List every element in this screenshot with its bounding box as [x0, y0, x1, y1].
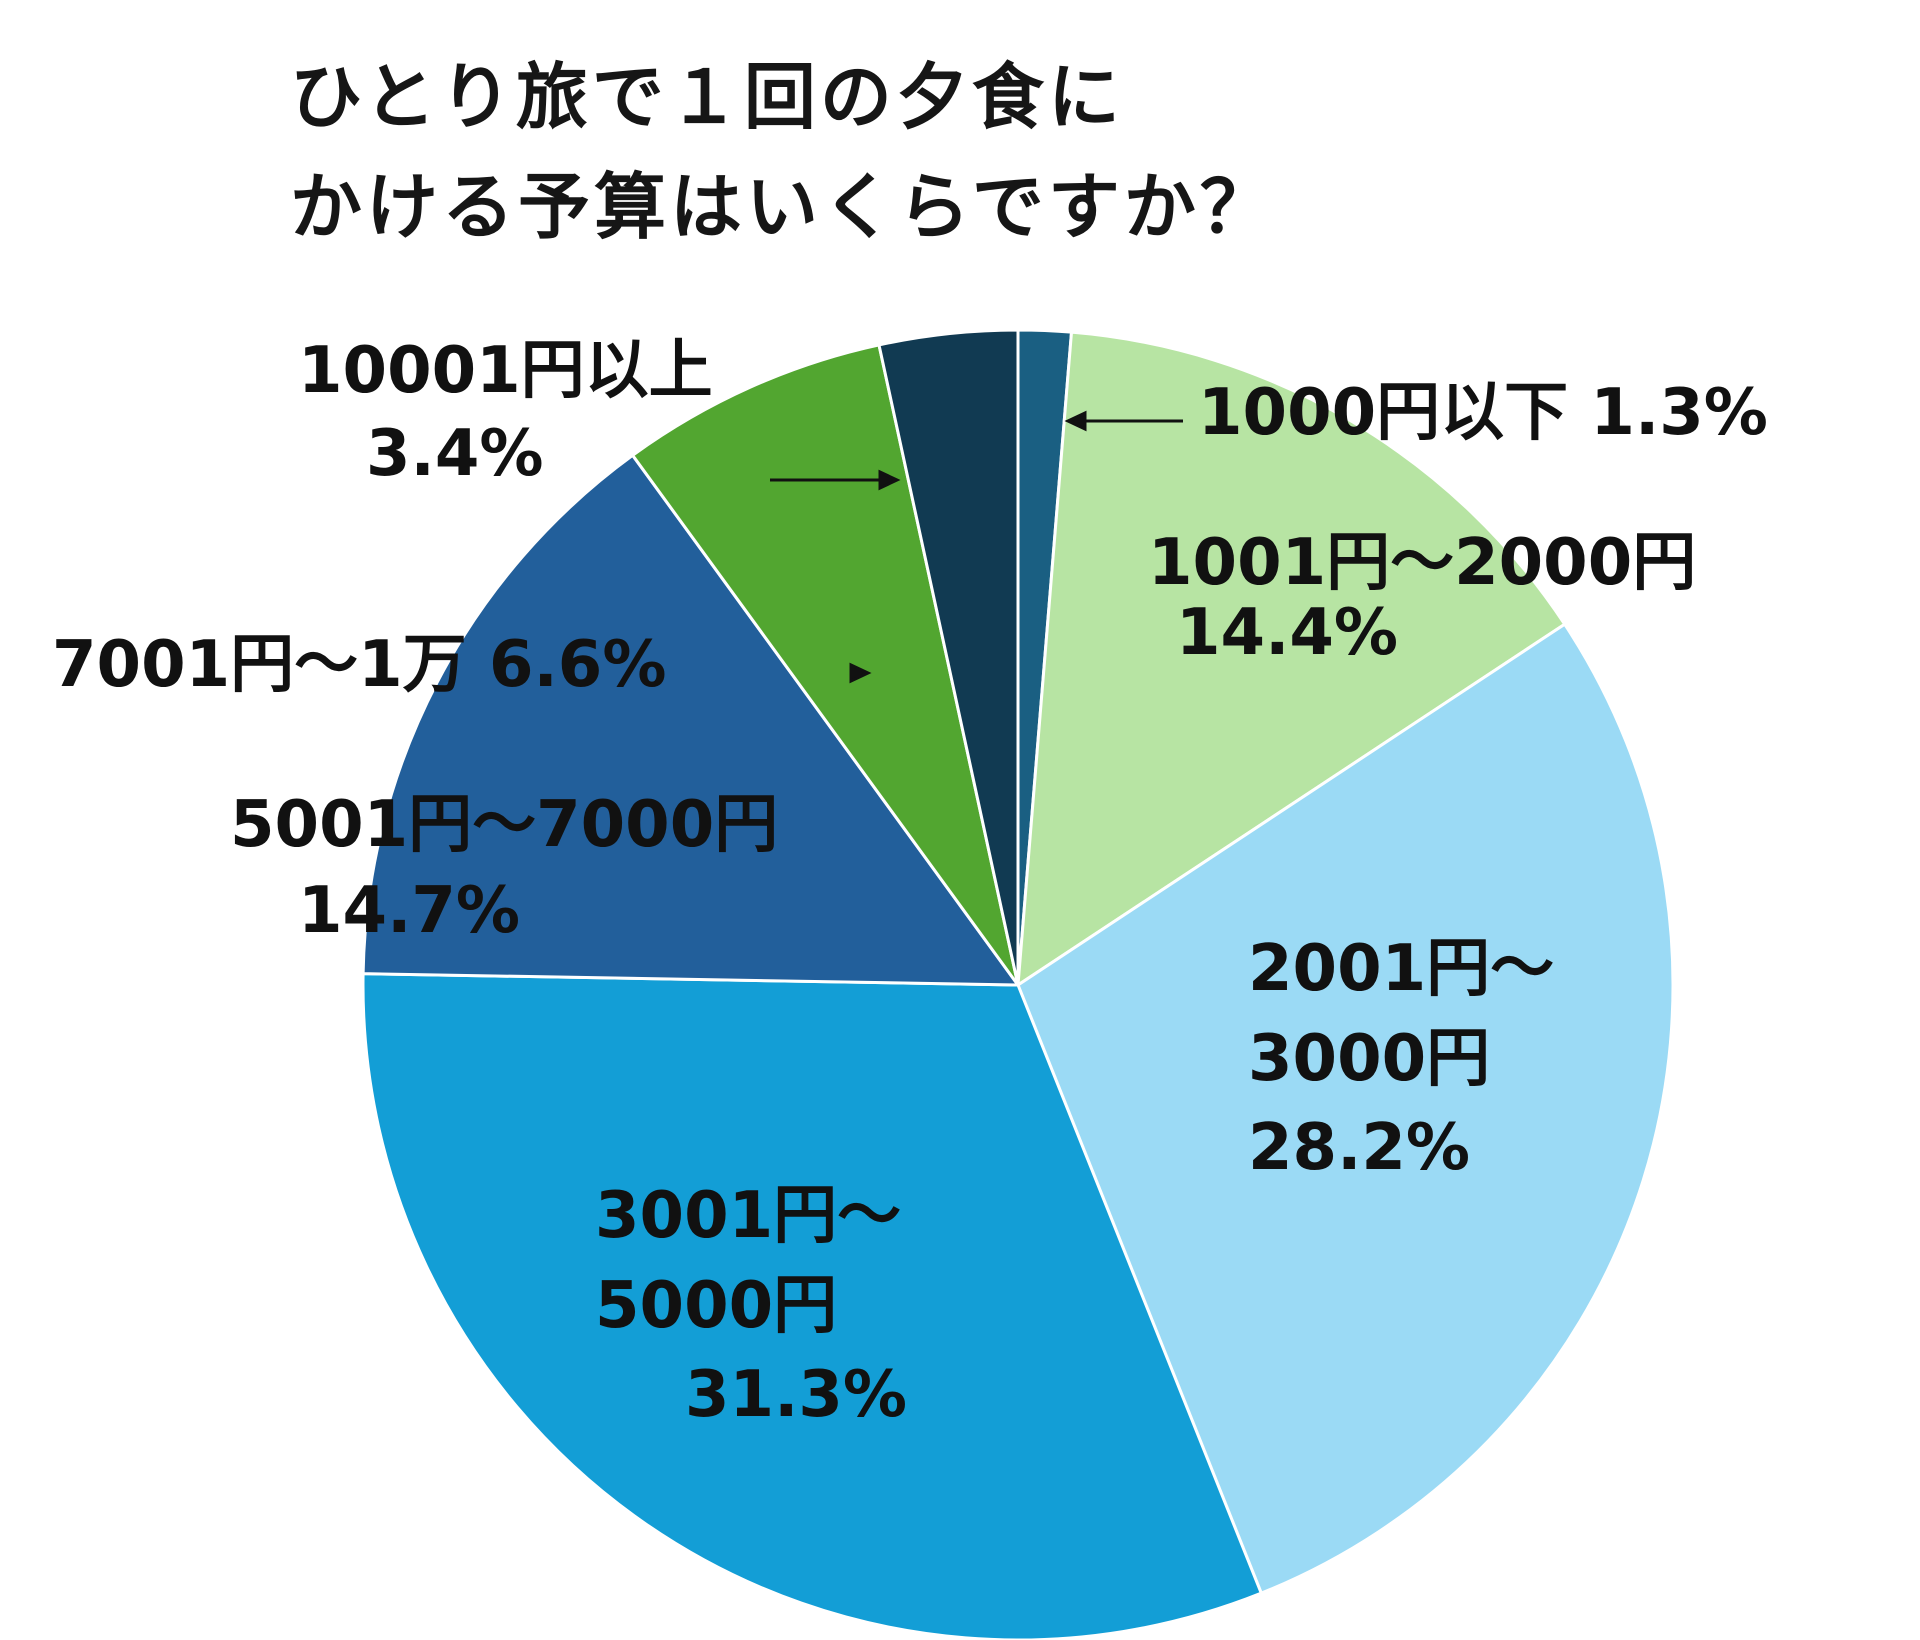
label-3001-5000-name-line-2: 5000円	[595, 1268, 838, 1343]
label-5001-7000-name: 5001円～7000円	[230, 788, 779, 862]
leader-arrow-7001-10000	[849, 662, 872, 684]
pie-slice-7	[877, 328, 1020, 987]
label-7001-10000: 7001円～1万 6.6%	[52, 630, 666, 700]
label-1001-2000-value: 14.4%	[1176, 596, 1399, 671]
label-2001-3000: 2001円～ 3000円 28.2%	[1248, 925, 1554, 1194]
pie-slice-2	[1016, 330, 1567, 987]
chart-title: ひとり旅で１回の夕食に かける予算はいくらですか？	[290, 42, 1276, 262]
label-2001-3000-value: 28.2%	[1248, 1111, 1471, 1186]
label-3001-5000-value: 31.3%	[685, 1358, 908, 1433]
label-5001-7000-value: 14.7%	[298, 874, 521, 949]
label-1001-2000: 1001円～2000円 14.4%	[1148, 528, 1696, 669]
label-2001-3000-name-line-2: 3000円	[1248, 1021, 1491, 1096]
label-10001-above-name: 10001円以上	[298, 334, 713, 408]
leader-arrow-1000-below	[1064, 410, 1087, 432]
label-5001-7000: 5001円～7000円 14.7%	[230, 782, 778, 955]
label-1000-below-name: 1000円以下	[1198, 376, 1569, 450]
label-10001-above-value: 3.4%	[366, 417, 544, 492]
label-3001-5000-name-line-1: 3001円～	[595, 1179, 902, 1253]
leader-lines	[770, 410, 1183, 684]
label-7001-10000-value: 6.6%	[488, 628, 667, 702]
label-1001-2000-name: 1001円～2000円	[1148, 526, 1697, 600]
pie-slice-3	[1016, 622, 1675, 1595]
label-1000-below-value: 1.3%	[1590, 376, 1768, 450]
chart-title-line-2: かける予算はいくらですか？	[290, 165, 1276, 249]
leader-arrow-10001-above	[878, 469, 901, 491]
chart-title-line-1: ひとり旅で１回の夕食に	[290, 55, 1124, 139]
label-3001-5000: 3001円～ 5000円 31.3%	[595, 1172, 907, 1441]
pie-slices	[361, 328, 1675, 1640]
label-1000-below: 1000円以下 1.3%	[1198, 378, 1768, 448]
label-2001-3000-name-line-1: 2001円～	[1248, 932, 1555, 1006]
pie-slice-5	[361, 453, 1020, 987]
pie-slice-4	[361, 972, 1263, 1640]
pie-slice-6	[631, 343, 1020, 987]
label-7001-10000-name: 7001円～1万	[52, 628, 467, 702]
label-10001-above: 10001円以上 3.4%	[298, 330, 713, 496]
